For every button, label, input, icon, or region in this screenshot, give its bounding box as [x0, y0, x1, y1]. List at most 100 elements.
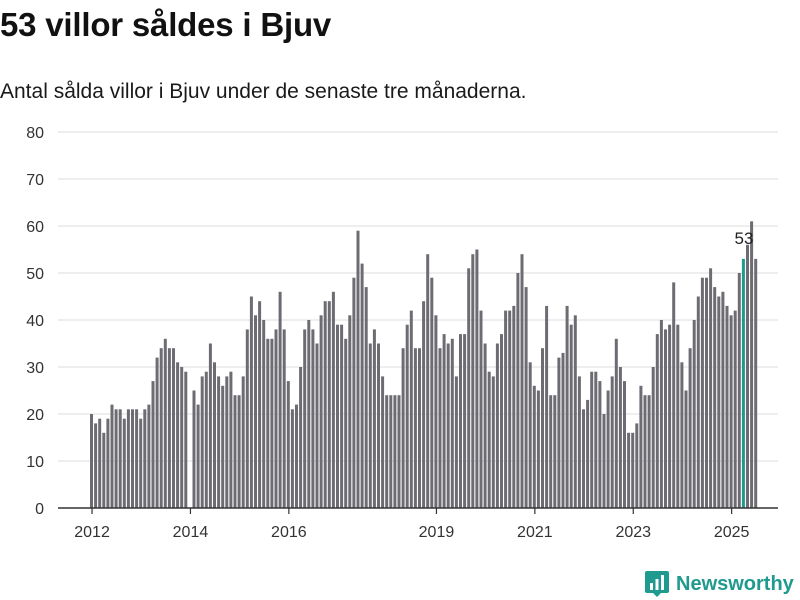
bar	[385, 395, 389, 508]
bar	[610, 376, 614, 508]
bar	[442, 334, 446, 508]
bar	[659, 320, 663, 508]
x-tick-label: 2025	[714, 524, 750, 541]
bar	[606, 390, 610, 508]
bar	[618, 367, 622, 508]
bar	[131, 409, 134, 508]
bar	[327, 301, 331, 508]
bar	[754, 258, 758, 508]
bar	[471, 254, 475, 508]
bar	[114, 409, 118, 508]
bar	[532, 385, 536, 508]
bar	[643, 395, 647, 508]
bar	[545, 305, 549, 508]
chart-title: 53 villor såldes i Bjuv	[0, 6, 332, 43]
bar	[705, 277, 708, 508]
bar	[733, 310, 737, 508]
bar	[102, 432, 106, 508]
bar	[627, 432, 631, 508]
bar	[245, 329, 249, 508]
bar	[717, 296, 721, 508]
bar	[430, 277, 434, 508]
bar	[94, 423, 98, 508]
bar	[664, 329, 667, 508]
bar	[479, 310, 483, 508]
bar-chart: 0 10 20 30 40 50 60 70 80 53 2012 2014 2016 2019 2021 2…	[26, 125, 778, 541]
bar	[381, 376, 385, 508]
bar	[495, 343, 499, 508]
bar	[746, 244, 749, 509]
bar	[598, 381, 602, 508]
bar	[237, 395, 241, 508]
bar	[504, 310, 508, 508]
bar	[348, 315, 352, 508]
bar	[602, 414, 606, 508]
bar	[676, 324, 680, 508]
bar	[541, 348, 544, 508]
bar	[573, 315, 577, 508]
bar	[577, 376, 581, 508]
bar	[700, 277, 704, 508]
bar	[340, 324, 344, 508]
bar	[487, 371, 491, 508]
y-tick-label: 60	[26, 219, 44, 236]
y-tick-label: 80	[26, 125, 44, 142]
bar	[282, 329, 286, 508]
bar	[139, 418, 143, 508]
bar	[315, 343, 319, 508]
bar	[229, 371, 233, 508]
bar	[290, 409, 294, 508]
bar	[90, 414, 93, 508]
brand-logo[interactable]: Newsworthy	[644, 570, 794, 598]
bar	[155, 357, 159, 508]
bar	[721, 291, 725, 508]
bar	[512, 305, 516, 508]
highlight-data-label: 53	[734, 229, 753, 248]
bar	[409, 310, 413, 508]
bar	[176, 362, 180, 508]
bar	[463, 334, 467, 508]
bar	[639, 385, 643, 508]
x-tick-label: 2012	[74, 524, 110, 541]
bar	[520, 254, 524, 508]
bar	[500, 334, 503, 508]
bar	[110, 404, 114, 508]
bar	[729, 315, 733, 508]
bar	[594, 371, 598, 508]
bar	[561, 352, 565, 508]
bar	[651, 367, 655, 508]
bar	[688, 348, 692, 508]
bar	[446, 343, 450, 508]
bar	[709, 268, 713, 508]
bar	[278, 291, 282, 508]
bar	[151, 381, 155, 508]
bar	[135, 409, 139, 508]
bar	[459, 334, 462, 508]
bar	[655, 334, 659, 508]
bar	[372, 329, 376, 508]
bar	[299, 367, 303, 508]
bar	[192, 390, 196, 508]
bar	[413, 348, 417, 508]
bar	[266, 338, 270, 508]
bar	[635, 423, 639, 508]
bar	[377, 343, 380, 508]
bar	[692, 320, 696, 508]
bar	[401, 348, 405, 508]
bar	[184, 371, 188, 508]
bar	[528, 362, 532, 508]
bar	[344, 338, 348, 508]
bar	[336, 324, 339, 508]
bar	[393, 395, 397, 508]
bar	[360, 263, 364, 508]
bar	[450, 338, 454, 508]
bar	[508, 310, 512, 508]
bar	[118, 409, 122, 508]
bar	[582, 409, 585, 508]
bar	[241, 376, 245, 508]
bar	[725, 305, 729, 508]
bar	[143, 409, 147, 508]
bar	[122, 418, 126, 508]
bar	[536, 390, 540, 508]
